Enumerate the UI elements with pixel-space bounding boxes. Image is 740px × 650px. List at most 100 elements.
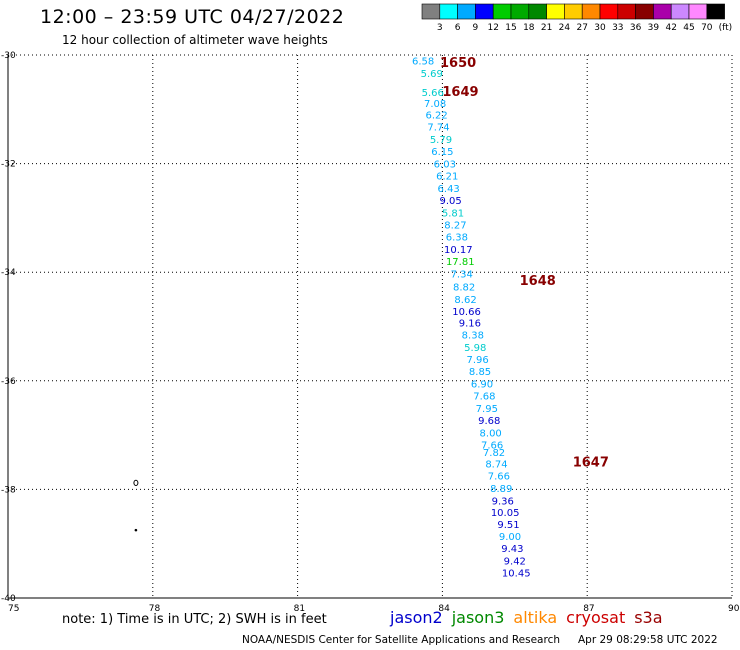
wave-height-point: 10.66 — [452, 307, 481, 318]
wave-height-point: 8.82 — [453, 282, 475, 293]
footer-credit: NOAA/NESDIS Center for Satellite Applica… — [242, 634, 560, 646]
wave-height-point: 9.05 — [439, 196, 461, 207]
wave-height-point: 7.74 — [427, 123, 449, 134]
colorbar-unit: (ft) — [719, 23, 733, 33]
colorbar-label: 18 — [523, 23, 535, 33]
wave-height-point: 10.05 — [491, 508, 520, 519]
wave-height-point: 8.62 — [454, 295, 476, 306]
wave-height-point: 6.21 — [436, 172, 458, 183]
y-tick-label: -36 — [1, 377, 16, 387]
colorbar-label: 36 — [630, 23, 642, 33]
chart-title: 12:00 – 23:59 UTC 04/27/2022 — [40, 6, 345, 28]
x-tick-label: 87 — [583, 604, 594, 614]
pass-label: 1647 — [573, 456, 609, 471]
colorbar-swatch — [581, 3, 601, 20]
legend-jason3: jason3 — [451, 608, 505, 627]
wave-height-point: 9.16 — [459, 319, 481, 330]
y-tick-label: -38 — [1, 485, 16, 495]
colorbar-swatch — [564, 3, 583, 20]
x-tick-label: 84 — [438, 604, 450, 614]
colorbar-label: 9 — [473, 23, 479, 33]
colorbar-label: 27 — [576, 23, 587, 33]
wave-height-point: 8.74 — [485, 459, 507, 470]
wave-height-point: 9.00 — [499, 532, 521, 543]
wave-height-point: 6.43 — [438, 184, 460, 195]
wave-height-point: 6.15 — [431, 147, 453, 158]
wave-height-point: 10.17 — [444, 245, 473, 256]
footer-note: note: 1) Time is in UTC; 2) SWH is in fe… — [62, 612, 327, 627]
island-marker — [134, 528, 138, 532]
wave-height-point: 7.34 — [451, 269, 473, 280]
wave-height-point: 9.42 — [504, 557, 526, 568]
legend-altika: altika — [513, 608, 558, 627]
y-tick-label: -40 — [1, 594, 16, 604]
footer-timestamp: Apr 29 08:29:58 UTC 2022 — [578, 634, 718, 646]
colorbar-label: 24 — [559, 23, 571, 33]
wave-height-point: 8.27 — [444, 220, 466, 231]
wave-height-point: 5.79 — [430, 135, 452, 146]
colorbar-swatch — [706, 3, 725, 20]
colorbar-swatch — [546, 3, 565, 20]
pass-label: 1648 — [520, 274, 556, 289]
colorbar-label: 42 — [665, 23, 676, 33]
wave-height-point: 7.82 — [483, 448, 505, 459]
wave-height-point: 6.58 — [412, 56, 434, 67]
legend-cryosat: cryosat — [566, 608, 626, 627]
wave-height-point: 6.38 — [446, 232, 468, 243]
wave-height-point: 7.66 — [488, 471, 510, 482]
legend-jason2: jason2 — [390, 608, 443, 627]
colorbar-label: 15 — [505, 23, 516, 33]
wave-height-point: 7.66 — [481, 440, 503, 451]
y-tick-label: -30 — [1, 51, 16, 61]
wave-height-point: 8.00 — [480, 428, 502, 439]
wave-height-point: 9.43 — [501, 544, 523, 555]
colorbar-swatch — [670, 3, 690, 20]
x-tick-label: 81 — [294, 604, 305, 614]
y-tick-label: -34 — [1, 268, 16, 278]
wave-height-point: 6.90 — [471, 380, 493, 391]
pass-label: 1650 — [440, 56, 476, 71]
wave-height-point: 9.51 — [497, 520, 519, 531]
colorbar-swatch — [457, 3, 476, 20]
colorbar-label: 21 — [541, 23, 552, 33]
satellite-legend: jason2 jason3 altika cryosat s3a — [390, 608, 672, 627]
wave-height-point: 7.08 — [424, 99, 446, 110]
colorbar-swatch — [475, 3, 494, 20]
colorbar-swatch — [635, 3, 654, 20]
wave-height-point: 7.68 — [473, 391, 495, 402]
colorbar-label: 6 — [455, 23, 461, 33]
colorbar-swatch — [528, 3, 547, 20]
wave-height-point: 5.66 — [422, 88, 444, 99]
colorbar-label: 30 — [594, 23, 606, 33]
wave-height-point: 6.22 — [425, 111, 447, 122]
x-tick-label: 75 — [8, 604, 19, 614]
wave-height-point: 10.45 — [502, 568, 531, 579]
colorbar-label: 3 — [437, 23, 443, 33]
wave-height-point: 9.36 — [492, 496, 514, 507]
wave-height-point: 7.96 — [467, 355, 489, 366]
colorbar-label: 45 — [683, 23, 694, 33]
y-tick-label: -32 — [1, 160, 16, 170]
wave-height-point: 9.68 — [478, 416, 500, 427]
wave-height-point: 5.98 — [464, 343, 486, 354]
colorbar-swatch — [421, 3, 441, 20]
wave-height-point: 5.69 — [421, 69, 443, 80]
colorbar-swatch — [599, 3, 619, 20]
wave-height-point: 8.38 — [462, 331, 484, 342]
pass-label: 1649 — [442, 85, 478, 100]
colorbar-label: 12 — [487, 23, 498, 33]
colorbar-swatch — [492, 3, 512, 20]
x-tick-label: 90 — [728, 604, 740, 614]
colorbar-swatch — [653, 3, 672, 20]
wave-height-point: 5.81 — [442, 208, 464, 219]
island-marker — [133, 479, 139, 486]
colorbar-swatch — [510, 3, 530, 20]
wave-height-point: 17.81 — [446, 257, 475, 268]
colorbar-label: 70 — [701, 23, 713, 33]
wave-height-point: 8.85 — [469, 367, 491, 378]
colorbar-label: 39 — [648, 23, 660, 33]
x-tick-label: 78 — [149, 604, 161, 614]
colorbar-swatch — [688, 3, 708, 20]
wave-height-point: 7.95 — [476, 404, 498, 415]
